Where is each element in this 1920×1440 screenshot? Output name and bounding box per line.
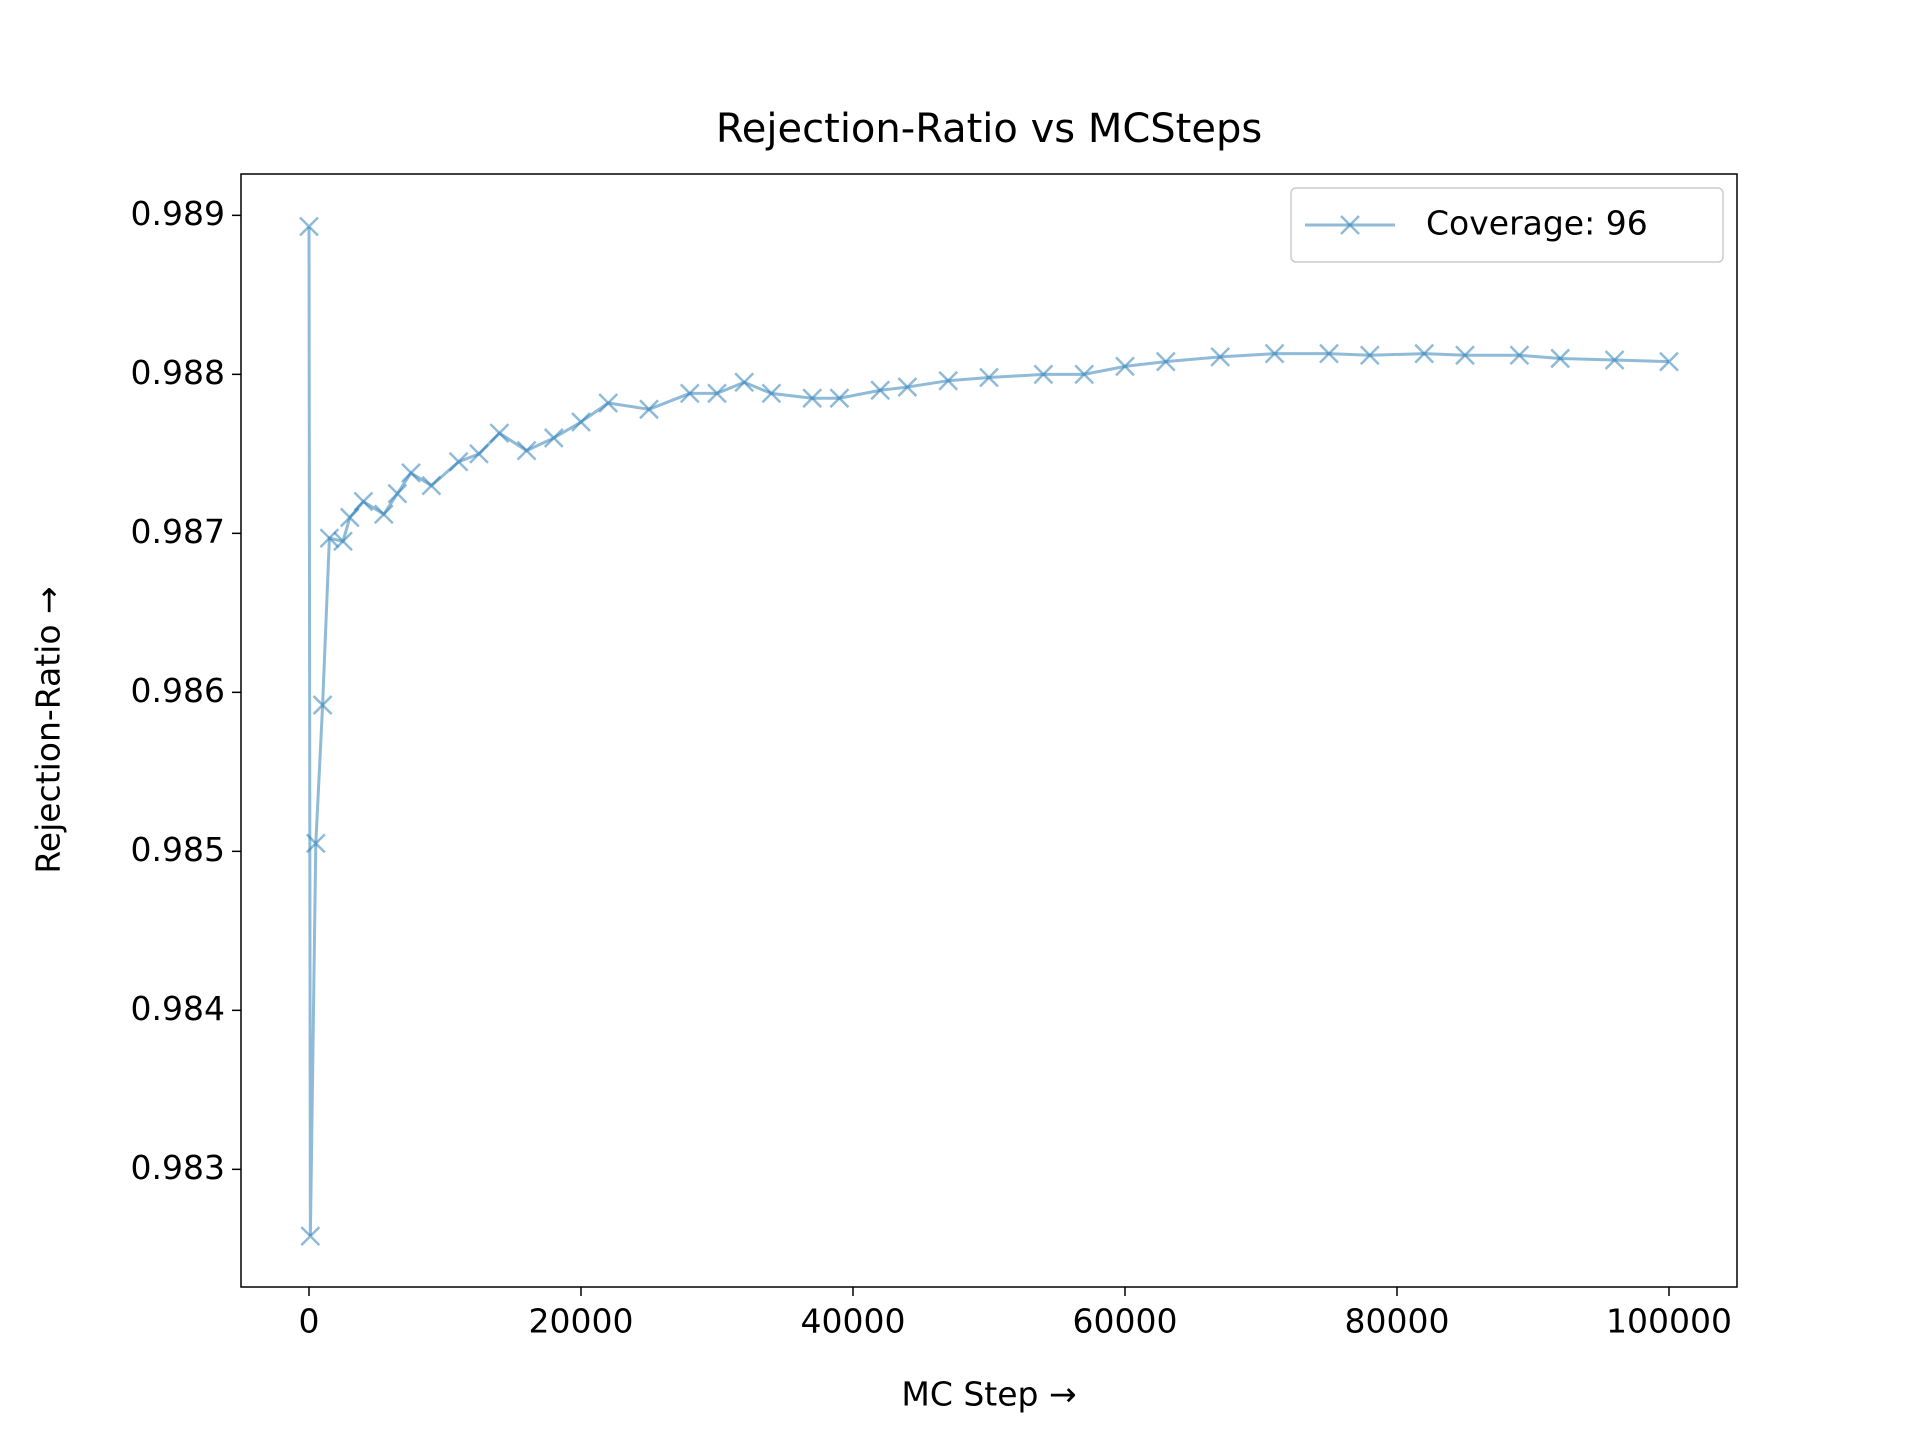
- x-tick-label: 80000: [1345, 1302, 1450, 1341]
- marker: [1659, 351, 1679, 372]
- marker: [761, 383, 782, 404]
- legend-label: Coverage: 96: [1426, 204, 1648, 243]
- marker: [543, 428, 564, 448]
- y-tick-label: 0.986: [131, 671, 225, 710]
- marker: [516, 440, 537, 461]
- marker: [339, 507, 360, 528]
- marker: [305, 833, 326, 854]
- y-tick-label: 0.987: [131, 512, 225, 551]
- marker: [1359, 345, 1380, 366]
- y-tick-label: 0.988: [131, 353, 225, 392]
- marker: [1264, 343, 1285, 364]
- x-axis-label: MC Step →: [901, 1375, 1076, 1414]
- marker: [373, 504, 394, 525]
- chart-title: Rejection-Ratio vs MCSteps: [716, 106, 1262, 152]
- marker: [1509, 345, 1530, 366]
- marker: [802, 388, 823, 409]
- legend: Coverage: 96: [1290, 187, 1724, 263]
- legend-frame: [1290, 187, 1724, 263]
- marker: [469, 443, 489, 464]
- marker: [299, 216, 319, 237]
- marker: [312, 695, 333, 715]
- marker: [938, 370, 959, 391]
- marker: [639, 399, 659, 420]
- marker: [1455, 345, 1475, 366]
- marker: [1033, 364, 1054, 385]
- y-axis-label: Rejection-Ratio →: [29, 586, 68, 873]
- plot-frame: [240, 173, 1738, 1288]
- y-tick-label: 0.989: [131, 194, 225, 233]
- marker: [1155, 351, 1176, 372]
- marker: [571, 412, 591, 432]
- marker: [734, 372, 755, 393]
- marker: [448, 451, 469, 472]
- marker: [829, 388, 850, 409]
- x-tick-label: 20000: [529, 1302, 634, 1341]
- marker: [353, 491, 374, 512]
- marker: [679, 383, 700, 404]
- marker: [1604, 350, 1625, 370]
- x-tick-label: 100000: [1606, 1302, 1732, 1341]
- x-tick-label: 60000: [1073, 1302, 1178, 1341]
- marker: [489, 423, 510, 444]
- marker: [1319, 343, 1339, 364]
- marker: [979, 367, 999, 388]
- marker: [1550, 348, 1571, 369]
- x-tick-label: 40000: [801, 1302, 906, 1341]
- x-tick-label: 0: [299, 1302, 320, 1341]
- marker: [401, 463, 421, 483]
- marker: [300, 1226, 321, 1247]
- y-tick-label: 0.984: [131, 989, 225, 1028]
- y-tick-label: 0.983: [131, 1148, 225, 1187]
- marker: [1414, 343, 1435, 364]
- marker: [598, 393, 619, 413]
- marker: [333, 531, 353, 552]
- legend-marker: [1340, 215, 1360, 235]
- marker: [1074, 364, 1095, 385]
- marker: [421, 475, 442, 496]
- marker: [870, 380, 891, 401]
- marker: [707, 383, 727, 404]
- marker: [1210, 346, 1231, 367]
- marker: [1115, 356, 1135, 377]
- marker: [387, 483, 408, 504]
- marker: [897, 377, 918, 397]
- y-tick-label: 0.985: [131, 830, 225, 869]
